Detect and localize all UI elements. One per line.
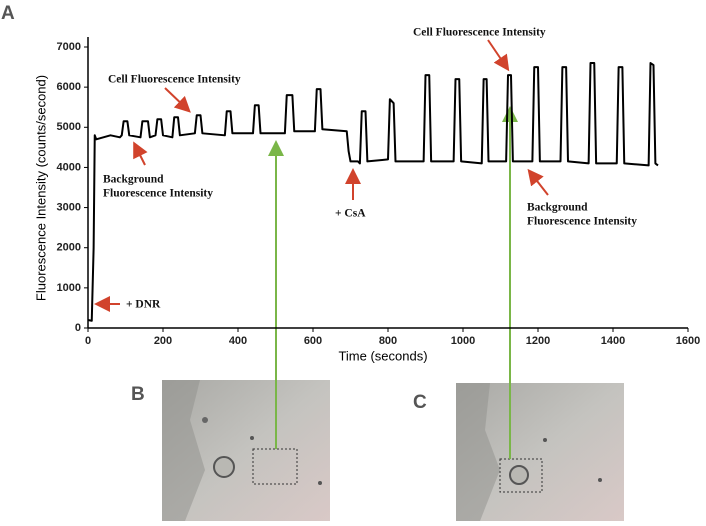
y-tick-label: 3000: [57, 201, 81, 213]
y-tick-label: 4000: [57, 161, 81, 173]
plot: 0 1000 2000 3000 4000 5000 6000 7000 0 200 400 600 8…: [57, 37, 700, 347]
annotation: + DNR: [126, 299, 161, 311]
image-b: [162, 380, 330, 521]
annotation: Fluorescence Intensity: [103, 188, 213, 200]
annotation: Cell Fluorescence Intensity: [108, 74, 241, 86]
image-c: [456, 383, 624, 521]
x-tick-label: 800: [379, 335, 397, 347]
x-tick-label: 1000: [451, 335, 475, 347]
x-tick-label: 0: [85, 335, 91, 347]
panel-label: A: [1, 3, 15, 24]
x-tick-label: 1600: [676, 335, 700, 347]
y-tick-label: 0: [75, 322, 81, 334]
annotation: Cell Fluorescence Intensity: [413, 27, 546, 39]
red-arrows: [94, 39, 549, 312]
x-tick-label: 400: [229, 335, 247, 347]
annotation: Background: [527, 202, 588, 214]
panel-label: B: [131, 384, 145, 405]
y-tick-label: 6000: [57, 81, 81, 93]
y-tick-label: 1000: [57, 282, 81, 294]
y-axis-label: Fluorescence Intensity (counts/second): [33, 75, 48, 301]
annotation: Background: [103, 174, 164, 186]
x-tick-label: 200: [154, 335, 172, 347]
trace: [87, 62, 659, 322]
x-tick-label: 1200: [526, 335, 550, 347]
x-axis-label: Time (seconds): [338, 348, 427, 363]
panel-label: C: [413, 392, 427, 413]
x-tick-label: 1400: [601, 335, 625, 347]
annotation: Fluorescence Intensity: [527, 216, 637, 228]
y-tick-label: 5000: [57, 121, 81, 133]
x-tick-label: 600: [304, 335, 322, 347]
annotation: + CsA: [335, 208, 366, 220]
y-tick-label: 2000: [57, 242, 81, 254]
y-tick-label: 7000: [57, 41, 81, 53]
